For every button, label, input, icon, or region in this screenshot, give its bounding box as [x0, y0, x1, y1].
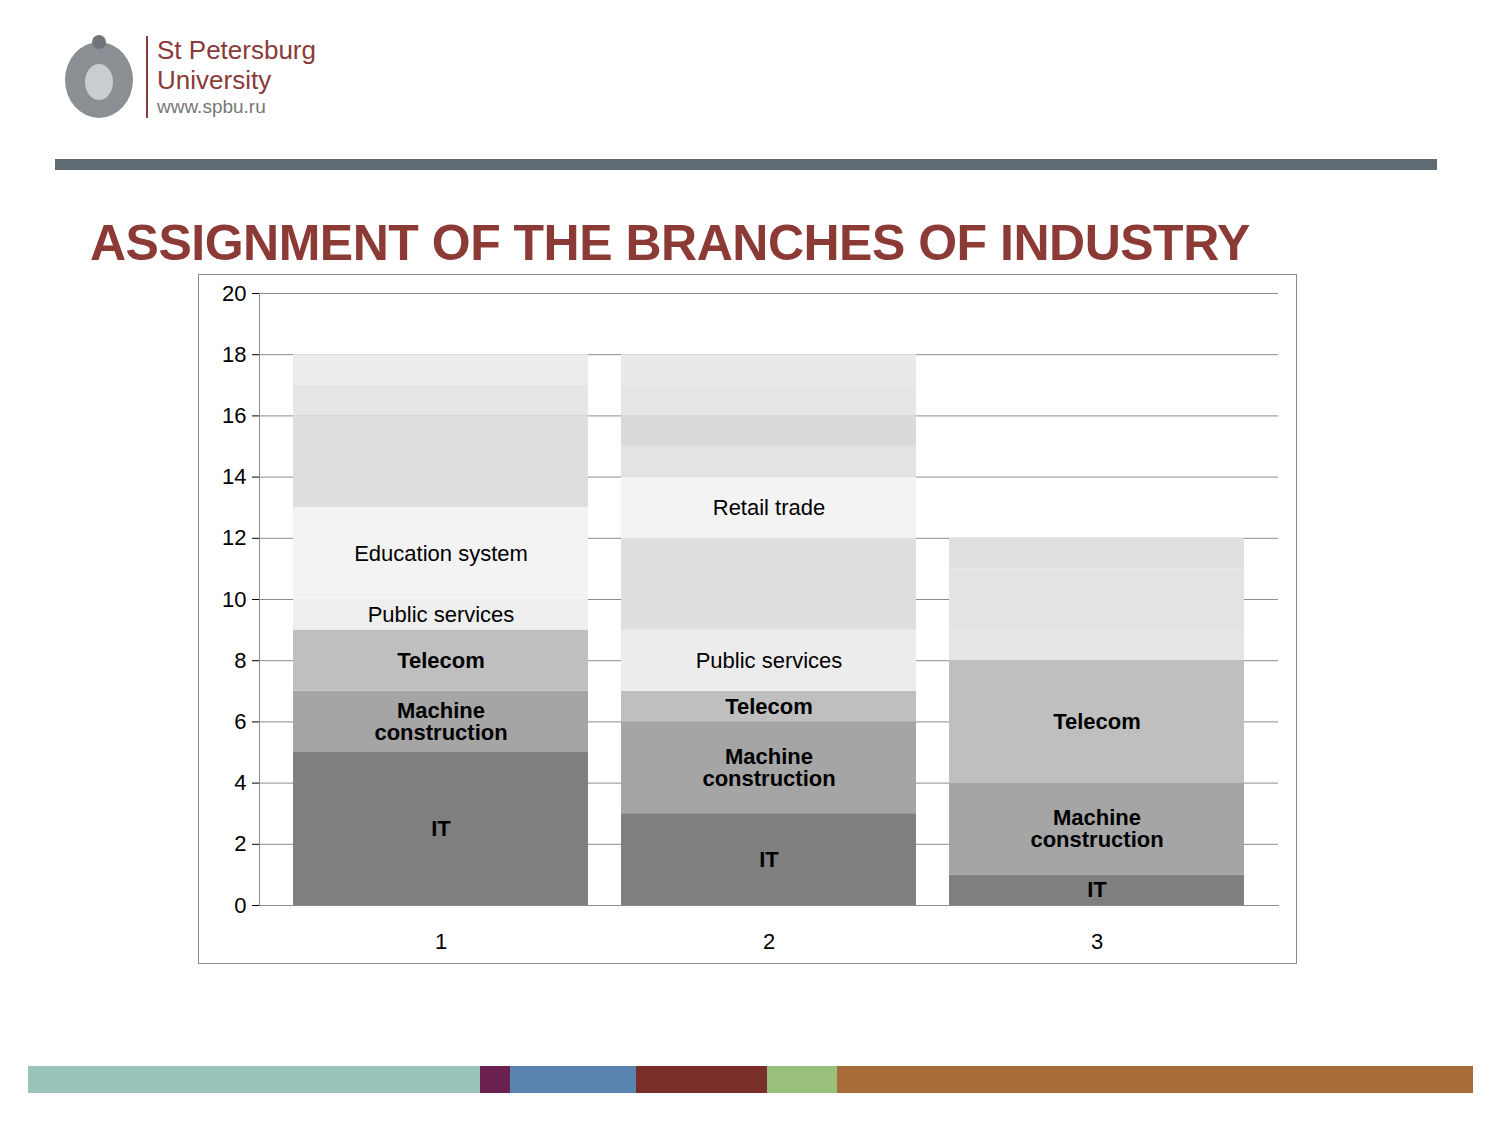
svg-text:Machineconstruction: Machineconstruction — [1030, 805, 1163, 852]
svg-text:16: 16 — [222, 403, 246, 428]
svg-text:20: 20 — [222, 281, 246, 306]
svg-text:2: 2 — [763, 929, 775, 954]
svg-text:Telecom: Telecom — [1053, 709, 1141, 734]
svg-text:Machineconstruction: Machineconstruction — [702, 744, 835, 791]
svg-text:IT: IT — [759, 847, 779, 872]
svg-text:IT: IT — [431, 816, 451, 841]
svg-text:IT: IT — [1087, 877, 1107, 902]
svg-text:18: 18 — [222, 342, 246, 367]
svg-text:Telecom: Telecom — [725, 694, 813, 719]
svg-text:Machineconstruction: Machineconstruction — [374, 698, 507, 745]
svg-text:Public services: Public services — [368, 602, 515, 627]
svg-text:Public services: Public services — [696, 648, 843, 673]
svg-text:8: 8 — [234, 648, 246, 673]
html-text:www.spbu.ru: www.spbu.ru — [157, 95, 266, 117]
svg-text:6: 6 — [234, 709, 246, 734]
svg-text:Education system: Education system — [354, 541, 528, 566]
svg-text:12: 12 — [222, 525, 246, 550]
svg-text:1: 1 — [435, 929, 447, 954]
svg-text:Telecom: Telecom — [397, 648, 485, 673]
svg-text:4: 4 — [234, 770, 246, 795]
svg-text:2: 2 — [234, 831, 246, 856]
svg-text:3: 3 — [1091, 929, 1103, 954]
html-text:ASSIGNMENT OF THE BRANCHES OF: ASSIGNMENT OF THE BRANCHES OF INDUSTRY — [90, 215, 1250, 271]
svg-text:0: 0 — [234, 893, 246, 918]
svg-text:10: 10 — [222, 587, 246, 612]
svg-text:Retail trade: Retail trade — [713, 495, 826, 520]
html-text:St Petersburg: St Petersburg — [157, 35, 316, 65]
html-text:University: University — [157, 64, 272, 95]
svg-text:14: 14 — [222, 464, 246, 489]
